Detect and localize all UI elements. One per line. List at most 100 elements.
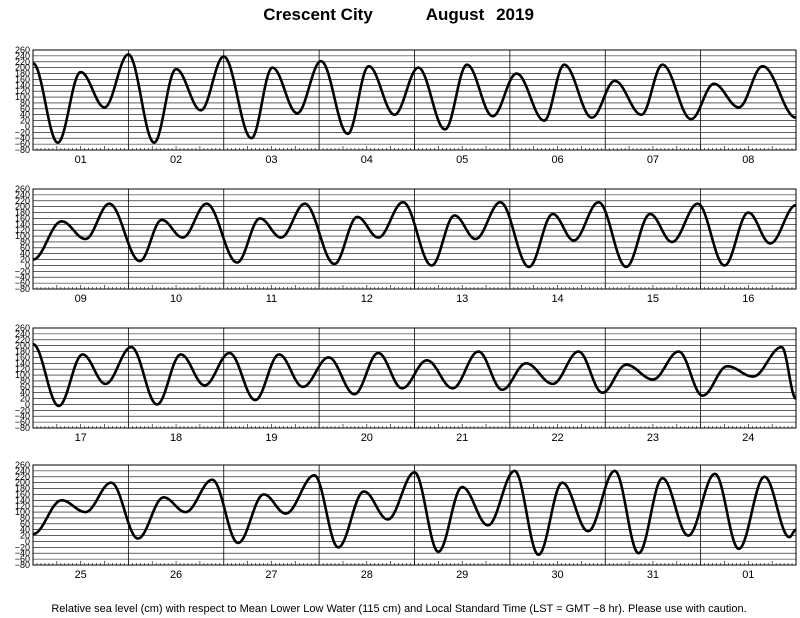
chart-title: Crescent City August 2019 [263, 5, 534, 24]
y-tick-label: −80 [15, 423, 30, 433]
day-label: 01 [75, 154, 87, 166]
day-label: 07 [647, 154, 659, 166]
y-tick-label: 260 [15, 184, 30, 194]
y-tick-label: 0 [25, 260, 30, 270]
y-tick-label: 80 [20, 237, 30, 247]
y-tick-label: 240 [15, 329, 30, 339]
y-tick-label: 60 [20, 243, 30, 253]
day-label: 11 [266, 293, 277, 305]
day-label: 27 [265, 569, 277, 581]
y-tick-label: 20 [20, 394, 30, 404]
y-tick-label: 160 [15, 213, 30, 223]
y-tick-label: −20 [15, 542, 30, 552]
day-label: 05 [456, 154, 468, 166]
y-tick-label: −40 [15, 272, 30, 282]
y-tick-label: −60 [15, 139, 30, 149]
day-label: 17 [75, 432, 87, 444]
y-tick-label: −60 [15, 417, 30, 427]
panel-1: 260240220200180160140120100806040200−20−… [15, 45, 797, 166]
y-tick-label: 40 [20, 525, 30, 535]
y-tick-label: 140 [15, 358, 30, 368]
y-tick-label: 220 [15, 57, 30, 67]
y-tick-label: −40 [15, 548, 30, 558]
day-label: 09 [75, 293, 87, 305]
y-tick-label: 220 [15, 472, 30, 482]
y-tick-label: 240 [15, 51, 30, 61]
title-station: Crescent City [263, 5, 373, 24]
y-tick-label: 120 [15, 501, 30, 511]
y-tick-label: 140 [15, 80, 30, 90]
day-label: 01 [742, 569, 754, 581]
y-tick-label: 20 [20, 531, 30, 541]
y-tick-label: 60 [20, 519, 30, 529]
panel-frame [32, 327, 797, 429]
day-label: 06 [551, 154, 563, 166]
y-tick-label: 40 [20, 249, 30, 259]
day-label: 10 [170, 293, 182, 305]
day-label: 13 [456, 293, 468, 305]
day-label: 19 [265, 432, 277, 444]
y-tick-label: 260 [15, 323, 30, 333]
y-tick-label: 80 [20, 513, 30, 523]
y-tick-label: 160 [15, 74, 30, 84]
day-label: 04 [361, 154, 373, 166]
day-label: 21 [456, 432, 468, 444]
day-label: 25 [75, 569, 87, 581]
y-tick-label: 240 [15, 466, 30, 476]
y-tick-label: 180 [15, 69, 30, 79]
y-tick-label: 100 [15, 507, 30, 517]
y-tick-label: 160 [15, 489, 30, 499]
y-tick-label: 180 [15, 208, 30, 218]
y-tick-label: 240 [15, 190, 30, 200]
day-label: 23 [647, 432, 659, 444]
y-tick-label: 140 [15, 219, 30, 229]
day-label: 24 [742, 432, 754, 444]
y-tick-label: 120 [15, 364, 30, 374]
tide-curve [32, 469, 798, 557]
y-tick-label: 20 [20, 116, 30, 126]
y-tick-label: −80 [15, 560, 30, 570]
y-tick-label: −40 [15, 133, 30, 143]
y-tick-label: 40 [20, 110, 30, 120]
y-tick-label: 220 [15, 196, 30, 206]
y-tick-label: 100 [15, 231, 30, 241]
day-label: 29 [456, 569, 468, 581]
panels-layer: 260240220200180160140120100806040200−20−… [15, 45, 798, 581]
y-tick-label: −20 [15, 127, 30, 137]
y-tick-label: −20 [15, 266, 30, 276]
panel-3: 260240220200180160140120100806040200−20−… [15, 323, 797, 444]
panel-4: 260240220200180160140120100806040200−20−… [15, 460, 798, 581]
y-tick-label: 120 [15, 225, 30, 235]
y-tick-label: −40 [15, 411, 30, 421]
day-label: 20 [361, 432, 373, 444]
panel-frame [32, 49, 797, 151]
day-label: 03 [265, 154, 277, 166]
y-tick-label: −20 [15, 405, 30, 415]
y-tick-label: 80 [20, 376, 30, 386]
day-label: 22 [551, 432, 563, 444]
y-tick-label: −60 [15, 278, 30, 288]
tide-curve [32, 342, 797, 408]
day-label: 08 [742, 154, 754, 166]
day-label: 30 [551, 569, 563, 581]
y-tick-label: 80 [20, 98, 30, 108]
y-tick-label: 180 [15, 484, 30, 494]
y-tick-label: 60 [20, 382, 30, 392]
y-tick-label: 120 [15, 86, 30, 96]
y-tick-label: 260 [15, 460, 30, 470]
y-tick-label: 200 [15, 341, 30, 351]
title-month: August [426, 5, 485, 24]
y-tick-label: 160 [15, 352, 30, 362]
panel-frame [32, 464, 797, 566]
chart-footer: Relative sea level (cm) with respect to … [51, 603, 746, 615]
title-year: 2019 [496, 5, 534, 24]
y-tick-label: 140 [15, 495, 30, 505]
y-tick-label: 200 [15, 63, 30, 73]
y-tick-label: 100 [15, 92, 30, 102]
y-tick-label: 200 [15, 478, 30, 488]
y-tick-label: 20 [20, 255, 30, 265]
day-label: 14 [551, 293, 563, 305]
day-label: 15 [647, 293, 659, 305]
y-tick-label: −60 [15, 554, 30, 564]
